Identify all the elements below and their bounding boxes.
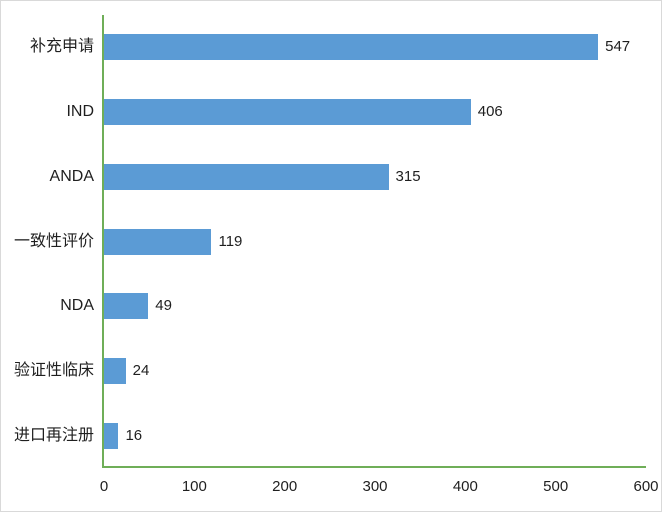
bar: [104, 228, 212, 255]
x-tick-label: 500: [543, 478, 569, 495]
value-label: 16: [125, 426, 143, 444]
value-label: 24: [132, 361, 150, 379]
x-tick-label: 200: [272, 478, 298, 495]
bar: [104, 293, 149, 320]
x-tick-label: 400: [452, 478, 478, 495]
category-label: 进口再注册: [13, 426, 94, 444]
category-label: 一致性评价: [13, 232, 94, 250]
bar: [104, 99, 471, 126]
bar: [104, 422, 119, 449]
value-label: 119: [218, 232, 243, 250]
x-tick-label: 300: [362, 478, 388, 495]
bar: [104, 34, 599, 61]
value-label: 547: [605, 38, 631, 56]
x-tick-label: 600: [633, 478, 659, 495]
category-label: 验证性临床: [13, 361, 94, 379]
value-label: 406: [477, 103, 503, 121]
category-label: ANDA: [49, 167, 94, 185]
x-axis-line: [102, 466, 646, 468]
value-label: 315: [395, 167, 421, 185]
value-label: 49: [155, 297, 172, 315]
category-label: 补充申请: [29, 38, 94, 56]
y-axis-line: [102, 15, 104, 468]
bar: [104, 163, 389, 190]
x-tick-label: 100: [181, 478, 207, 495]
bar: [104, 357, 126, 384]
category-label: NDA: [60, 297, 94, 315]
category-label: IND: [66, 103, 94, 121]
x-tick-label: 0: [99, 478, 109, 495]
